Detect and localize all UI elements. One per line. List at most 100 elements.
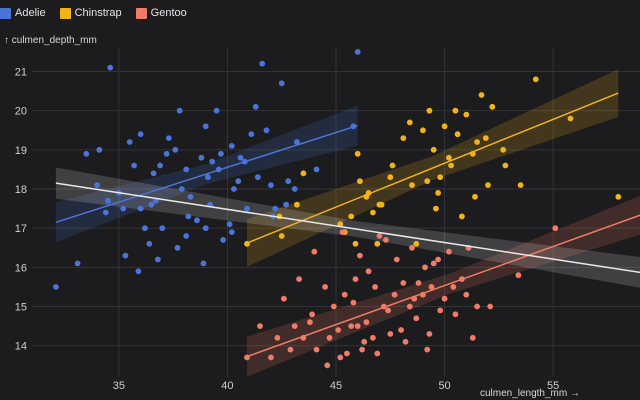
point-adelie <box>53 284 59 290</box>
point-gentoo <box>287 346 294 353</box>
point-gentoo <box>383 237 389 243</box>
point-adelie <box>142 225 148 232</box>
point-chinstrap <box>532 76 539 83</box>
legend-swatch-chinstrap <box>59 7 71 19</box>
point-gentoo <box>291 323 298 329</box>
regression-line-chinstrap <box>246 92 619 244</box>
point-adelie <box>194 217 200 224</box>
point-gentoo <box>335 327 342 333</box>
grid <box>32 48 640 377</box>
point-gentoo <box>281 295 287 302</box>
point-adelie <box>187 193 194 200</box>
point-gentoo <box>391 291 398 298</box>
x-tick-label: 45 <box>330 380 342 392</box>
point-chinstrap <box>615 193 622 200</box>
point-gentoo <box>370 334 376 341</box>
legend: Adelie Chinstrap Gentoo <box>0 7 187 19</box>
point-adelie <box>183 233 190 239</box>
point-gentoo <box>257 323 263 329</box>
regression-line-adelie <box>55 124 358 224</box>
point-chinstrap <box>454 131 461 138</box>
point-adelie <box>291 186 298 192</box>
point-chinstrap <box>387 174 394 181</box>
tick-labels: 35 40 45 50 55 14 15 16 17 18 19 20 21 <box>15 67 560 393</box>
point-chinstrap <box>389 162 396 169</box>
point-adelie <box>178 186 185 192</box>
point-chinstrap <box>278 233 285 239</box>
point-chinstrap <box>348 213 355 220</box>
point-adelie <box>259 60 266 67</box>
point-gentoo <box>330 303 337 310</box>
point-adelie <box>202 123 209 130</box>
legend-label-adelie: Adelie <box>15 7 46 19</box>
point-gentoo <box>398 327 404 333</box>
point-gentoo <box>515 272 522 279</box>
legend-swatch-adelie <box>0 7 11 19</box>
point-chinstrap <box>400 135 407 142</box>
point-adelie <box>294 139 300 145</box>
point-adelie <box>213 107 220 114</box>
y-tick-label: 15 <box>15 302 27 314</box>
point-gentoo <box>437 307 444 314</box>
point-adelie <box>228 229 235 236</box>
point-gentoo <box>313 346 320 353</box>
point-adelie <box>131 162 138 169</box>
point-adelie <box>313 166 320 173</box>
point-gentoo <box>311 248 318 255</box>
point-gentoo <box>359 346 365 353</box>
x-axis-label: culmen_length_mm → <box>479 388 580 399</box>
point-adelie <box>244 205 250 212</box>
point-chinstrap <box>446 154 452 161</box>
point-adelie <box>272 205 279 212</box>
point-chinstrap <box>441 123 448 130</box>
point-chinstrap <box>502 162 509 169</box>
point-gentoo <box>474 303 480 310</box>
y-tick-label: 18 <box>15 184 27 196</box>
point-gentoo <box>350 299 357 306</box>
point-adelie <box>278 80 285 87</box>
x-tick-label: 50 <box>438 380 450 392</box>
point-adelie <box>159 225 166 232</box>
point-chinstrap <box>352 240 359 247</box>
point-gentoo <box>430 260 437 267</box>
point-chinstrap <box>357 178 363 185</box>
point-gentoo <box>296 276 302 282</box>
point-adelie <box>137 131 144 138</box>
point-adelie <box>200 260 207 267</box>
point-adelie <box>202 225 209 232</box>
point-gentoo <box>344 350 350 357</box>
y-tick-label: 14 <box>15 341 27 353</box>
point-adelie <box>218 150 224 157</box>
point-gentoo <box>402 338 409 345</box>
point-adelie <box>185 213 192 220</box>
point-adelie <box>252 103 259 110</box>
y-tick-label: 17 <box>15 223 27 235</box>
point-gentoo <box>400 280 407 286</box>
point-adelie <box>126 139 133 145</box>
point-chinstrap <box>406 119 413 126</box>
legend-item-adelie[interactable]: Adelie <box>0 7 46 19</box>
point-chinstrap <box>424 178 431 185</box>
point-gentoo <box>469 334 476 341</box>
x-tick-label: 35 <box>113 380 125 392</box>
point-chinstrap <box>378 201 385 208</box>
legend-item-gentoo[interactable]: Gentoo <box>135 7 187 19</box>
point-gentoo <box>354 323 361 329</box>
point-gentoo <box>372 284 378 290</box>
point-adelie <box>165 135 172 142</box>
point-gentoo <box>422 264 428 271</box>
point-adelie <box>226 221 233 228</box>
point-gentoo <box>361 338 368 345</box>
x-tick-label: 40 <box>221 380 233 392</box>
point-chinstrap <box>448 162 454 169</box>
y-tick-label: 16 <box>15 262 27 274</box>
point-gentoo <box>409 244 415 251</box>
point-adelie <box>107 64 114 71</box>
legend-swatch-gentoo <box>135 7 147 19</box>
point-adelie <box>120 205 127 212</box>
point-gentoo <box>413 315 420 322</box>
legend-item-chinstrap[interactable]: Chinstrap <box>59 7 122 19</box>
point-gentoo <box>424 346 431 353</box>
point-chinstrap <box>409 182 415 189</box>
